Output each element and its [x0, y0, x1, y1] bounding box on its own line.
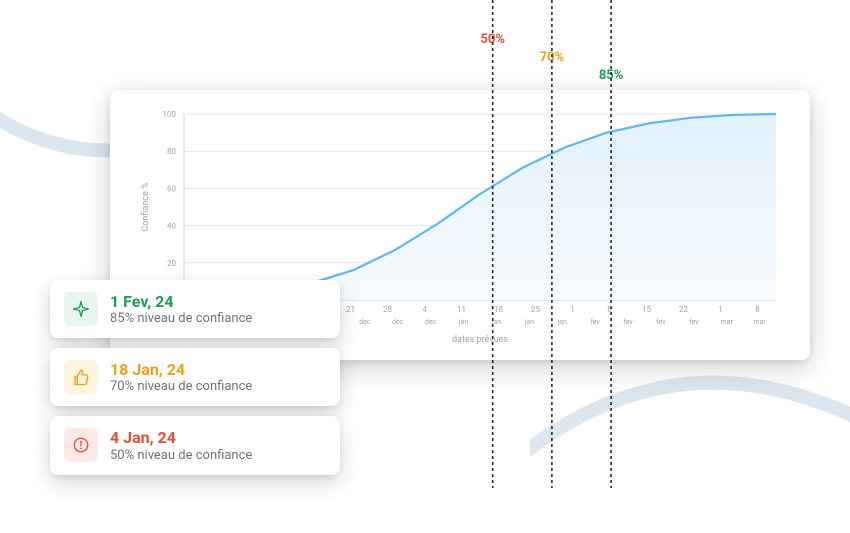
svg-text:mar: mar [753, 318, 766, 326]
svg-text:jan: jan [524, 318, 534, 326]
svg-text:11: 11 [457, 305, 466, 314]
svg-text:fev: fev [689, 318, 699, 326]
svg-text:dec: dec [425, 318, 437, 326]
svg-text:18: 18 [494, 305, 503, 314]
confidence-badge-low: 4 Jan, 24 50% niveau de confiance [50, 416, 340, 474]
confidence-badge-list: 1 Fev, 24 85% niveau de confiance 18 Jan… [50, 280, 340, 475]
svg-text:21: 21 [346, 305, 355, 314]
svg-text:20: 20 [167, 259, 176, 268]
svg-text:fev: fev [623, 318, 633, 326]
svg-text:jan: jan [458, 318, 468, 326]
badge-date-label: 1 Fev, 24 [110, 292, 252, 311]
confidence-badge-high: 1 Fev, 24 85% niveau de confiance [50, 280, 340, 338]
badge-confidence-label: 70% niveau de confiance [110, 379, 252, 394]
confidence-badge-medium: 18 Jan, 24 70% niveau de confiance [50, 348, 340, 406]
badge-date-label: 4 Jan, 24 [110, 428, 252, 447]
svg-text:22: 22 [679, 305, 688, 314]
svg-text:40: 40 [167, 222, 176, 231]
svg-text:fev: fev [656, 318, 666, 326]
svg-text:80: 80 [167, 147, 176, 156]
badge-date-label: 18 Jan, 24 [110, 360, 252, 379]
svg-text:dates prévues: dates prévues [452, 335, 508, 345]
svg-text:60: 60 [167, 184, 176, 193]
svg-text:dec: dec [359, 318, 371, 326]
svg-text:8: 8 [755, 305, 760, 314]
sparkle-icon [64, 292, 98, 326]
svg-text:28: 28 [383, 305, 392, 314]
svg-text:dec: dec [392, 318, 404, 326]
svg-text:jan: jan [557, 318, 567, 326]
thumb-icon [64, 360, 98, 394]
badge-confidence-label: 85% niveau de confiance [110, 311, 252, 326]
svg-text:Confiance %: Confiance % [141, 182, 151, 232]
svg-text:25: 25 [531, 305, 540, 314]
badge-confidence-label: 50% niveau de confiance [110, 448, 252, 463]
svg-text:fev: fev [590, 318, 600, 326]
svg-text:1: 1 [570, 305, 575, 314]
svg-text:15: 15 [642, 305, 651, 314]
svg-text:100: 100 [163, 110, 177, 119]
alert-icon [64, 428, 98, 462]
svg-text:1: 1 [718, 305, 723, 314]
svg-text:mar: mar [721, 318, 734, 326]
svg-text:4: 4 [422, 305, 427, 314]
